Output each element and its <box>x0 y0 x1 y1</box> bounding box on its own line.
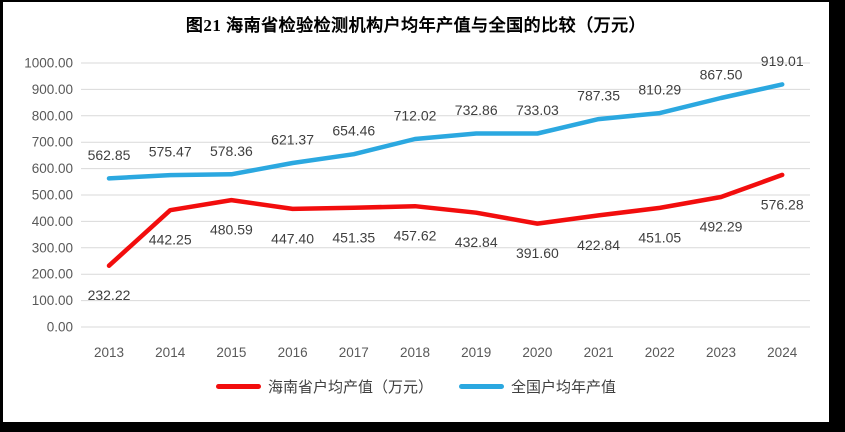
legend-swatch-national-line <box>459 384 504 389</box>
y-axis-tick-label: 200.00 <box>32 267 73 282</box>
series-line-0 <box>106 172 785 268</box>
y-axis-tick-label: 1000.00 <box>24 56 73 71</box>
data-label: 576.28 <box>761 196 804 212</box>
legend-label-national: 全国户均年产值 <box>511 379 617 396</box>
data-label: 391.60 <box>516 245 559 261</box>
y-axis-tick-label: 100.00 <box>32 293 73 308</box>
data-label: 232.22 <box>88 287 131 303</box>
data-label: 787.35 <box>577 88 620 104</box>
x-axis-tick-label: 2023 <box>706 345 736 360</box>
x-axis-tick-label: 2024 <box>767 345 798 360</box>
data-label: 451.35 <box>332 229 375 245</box>
data-label: 578.36 <box>210 143 253 159</box>
x-axis-tick-label: 2015 <box>216 345 246 360</box>
data-label: 732.86 <box>455 102 498 118</box>
data-label: 867.50 <box>700 66 743 82</box>
y-axis-tick-label: 300.00 <box>32 240 73 255</box>
plot-area: 0.00 100.00 200.00 300.00 400.00 500.00 600.00… <box>3 39 829 369</box>
legend: 海南省户均产值（万元） 全国户均年产值 <box>3 376 829 397</box>
data-label: 733.03 <box>516 102 559 118</box>
x-axis-tick-label: 2020 <box>522 345 552 360</box>
data-label: 712.02 <box>394 108 437 124</box>
plot-svg: 0.00 100.00 200.00 300.00 400.00 500.00 600.00… <box>24 53 810 360</box>
chart-page: 图21 海南省检验检测机构户均年产值与全国的比较（万元） 0.00 100.00 2… <box>3 2 829 422</box>
data-label: 621.37 <box>271 131 314 147</box>
legend-swatch-hainan-line <box>215 384 261 389</box>
series-line-1 <box>106 82 785 181</box>
data-label: 810.29 <box>638 82 681 98</box>
x-axis-tick-label: 2019 <box>461 345 491 360</box>
data-label: 575.47 <box>149 144 192 160</box>
data-label: 562.85 <box>88 147 131 163</box>
data-label: 432.84 <box>455 234 498 250</box>
legend-item-national: 全国户均年产值 <box>459 376 616 397</box>
y-axis-tick-label: 0.00 <box>47 320 73 335</box>
legend-label-hainan: 海南省户均产值（万元） <box>267 379 433 396</box>
x-axis-tick-label: 2018 <box>400 345 430 360</box>
y-axis-tick-label: 800.00 <box>32 108 73 123</box>
x-axis-tick-label: 2016 <box>278 345 308 360</box>
data-label: 422.84 <box>577 237 620 253</box>
y-axis-tick-label: 600.00 <box>32 161 73 176</box>
x-axis-tick-label: 2022 <box>645 345 675 360</box>
x-axis-tick-label: 2013 <box>94 345 124 360</box>
x-axis-tick-label: 2014 <box>155 345 186 360</box>
data-label: 480.59 <box>210 222 253 238</box>
x-axis-tick-label: 2017 <box>339 345 369 360</box>
data-label: 451.05 <box>638 229 681 245</box>
y-axis-tick-label: 700.00 <box>32 135 73 150</box>
data-label: 492.29 <box>700 219 743 235</box>
y-axis-tick-label: 500.00 <box>32 188 73 203</box>
data-label: 654.46 <box>332 123 375 139</box>
data-label: 442.25 <box>149 232 192 248</box>
y-axis-tick-label: 900.00 <box>32 82 73 97</box>
chart-title: 图21 海南省检验检测机构户均年产值与全国的比较（万元） <box>185 16 647 35</box>
legend-item-hainan: 海南省户均产值（万元） <box>215 376 433 397</box>
y-axis-tick-label: 400.00 <box>32 214 73 229</box>
data-label: 447.40 <box>271 230 314 246</box>
x-axis-tick-label: 2021 <box>584 345 614 360</box>
data-label: 919.01 <box>761 53 804 69</box>
data-label: 457.62 <box>394 228 437 244</box>
